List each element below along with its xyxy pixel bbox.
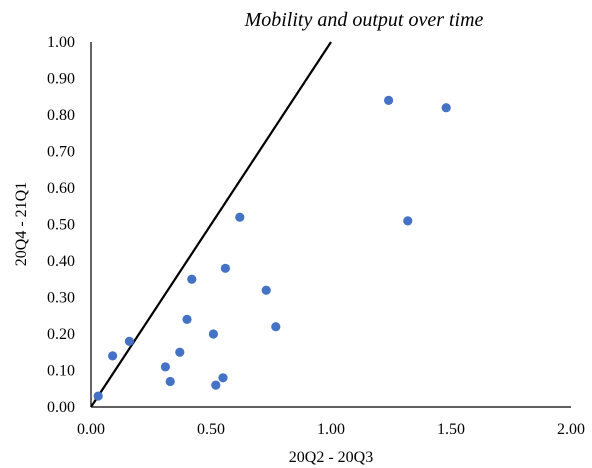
chart-title: Mobility and output over time [244,9,484,31]
x-tick-label: 2.00 [557,421,585,438]
y-tick-label: 0.40 [47,253,75,270]
y-tick-label: 0.60 [47,180,75,197]
data-point [271,322,281,332]
y-tick-label: 0.10 [47,363,75,380]
y-axis-ticks: 0.00 0.10 0.20 0.30 0.40 0.50 0.60 0.70 0.80 0.90… [47,34,75,416]
data-point [235,212,245,222]
data-point [208,329,218,339]
data-point [403,216,413,226]
data-point [261,285,271,295]
y-tick-label: 0.30 [47,290,75,307]
data-point [384,95,394,105]
x-tick-label: 0.50 [197,421,225,438]
data-point [175,347,185,357]
data-point [441,103,451,113]
data-point [187,274,197,284]
y-tick-label: 0.00 [47,399,75,416]
y-tick-label: 0.80 [47,107,75,124]
data-points [93,95,451,401]
y-tick-label: 0.70 [47,144,75,161]
x-tick-label: 1.50 [437,421,465,438]
y-tick-label: 0.90 [47,71,75,88]
x-axis-label: 20Q2 - 20Q3 [289,449,373,466]
data-point [93,391,103,401]
axes [90,42,571,408]
y-axis-label: 20Q4 - 21Q1 [13,182,30,266]
data-point [211,380,221,390]
reference-line-group [90,41,332,408]
x-tick-label: 0.00 [77,421,105,438]
y-tick-label: 0.20 [47,326,75,343]
data-point [182,314,192,324]
y-tick-label: 1.00 [47,34,75,51]
reference-line [90,41,332,408]
x-tick-label: 1.00 [317,421,345,438]
x-axis-ticks: 0.00 0.50 1.00 1.50 2.00 [77,421,585,438]
y-tick-label: 0.50 [47,217,75,234]
data-point [160,362,170,372]
data-point [218,373,228,383]
data-point [165,376,175,387]
data-point [220,263,230,273]
data-point [108,351,118,361]
data-point [124,336,134,346]
